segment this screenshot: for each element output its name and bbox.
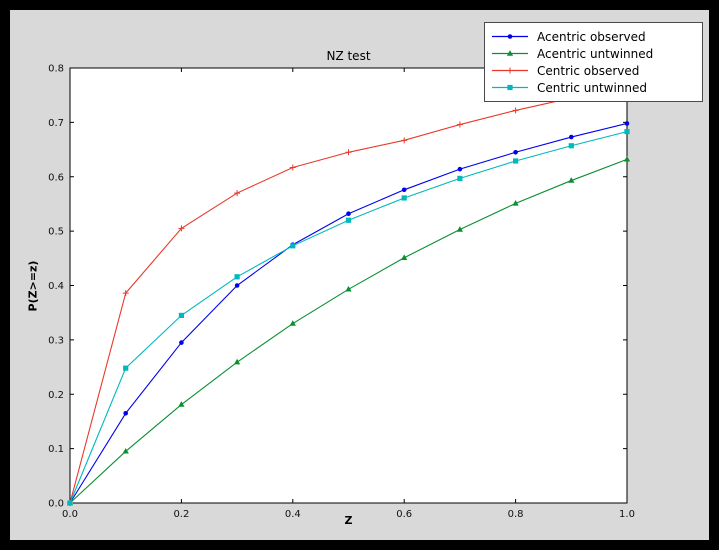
x-tick-label: 0.6 xyxy=(396,509,412,520)
x-tick-label: 0.2 xyxy=(173,509,189,520)
y-axis-label: P(Z>=z) xyxy=(26,260,40,312)
triangle-marker xyxy=(178,401,185,407)
triangle-marker xyxy=(456,226,463,232)
x-tick-label: 0.0 xyxy=(62,509,78,520)
circle-marker xyxy=(179,340,184,345)
legend-label: Acentric untwinned xyxy=(537,46,654,61)
triangle-marker xyxy=(506,50,514,56)
legend-label: Centric untwinned xyxy=(537,80,648,95)
circle-marker xyxy=(507,34,513,39)
circle-marker xyxy=(346,211,351,217)
triangle-marker xyxy=(345,285,352,292)
square-marker xyxy=(568,143,574,149)
square-marker xyxy=(234,274,240,280)
triangle-marker xyxy=(401,254,408,260)
legend-line-sample xyxy=(491,47,529,60)
plus-marker xyxy=(178,225,185,232)
plus-marker xyxy=(507,67,513,74)
triangle-marker xyxy=(623,155,631,162)
legend-line-sample xyxy=(491,81,529,94)
y-tick-label: 0.4 xyxy=(48,281,64,292)
plus-marker xyxy=(234,190,241,197)
square-marker xyxy=(457,175,463,181)
y-tick-label: 0.6 xyxy=(48,172,64,183)
x-tick-label: 0.8 xyxy=(508,509,524,520)
triangle-marker xyxy=(234,358,241,365)
y-tick-label: 0.0 xyxy=(48,499,64,510)
y-tick-label: 0.1 xyxy=(48,444,64,455)
x-axis-label: Z xyxy=(344,514,353,527)
circle-marker xyxy=(624,121,630,126)
triangle-marker xyxy=(512,199,519,206)
legend-item: Acentric observed xyxy=(491,28,696,45)
triangle-marker xyxy=(122,447,129,454)
plus-marker xyxy=(456,121,463,128)
plus-marker xyxy=(401,137,408,144)
y-tick-label: 0.8 xyxy=(48,64,64,75)
legend-sample-svg xyxy=(492,84,528,91)
square-marker xyxy=(507,84,513,91)
y-tick-label: 0.5 xyxy=(48,227,64,238)
y-tick-label: 0.3 xyxy=(48,335,64,346)
square-marker xyxy=(67,500,73,506)
plus-marker xyxy=(122,290,129,297)
legend-sample-svg xyxy=(492,67,528,74)
legend-label: Acentric observed xyxy=(537,29,646,44)
square-marker xyxy=(123,365,129,371)
legend-line-sample xyxy=(491,64,529,77)
square-marker xyxy=(345,217,352,223)
square-marker xyxy=(513,158,519,164)
chart-title: NZ test xyxy=(326,49,371,63)
y-tick-label: 0.7 xyxy=(48,118,64,129)
axes-frame xyxy=(69,67,628,504)
legend-item: Centric untwinned xyxy=(491,79,696,96)
triangle-marker xyxy=(568,177,575,183)
y-tick-label: 0.2 xyxy=(48,390,64,401)
x-tick-label: 1.0 xyxy=(619,509,635,520)
circle-marker xyxy=(234,283,240,288)
triangle-marker xyxy=(289,320,296,326)
legend-sample-svg xyxy=(492,50,528,56)
circle-marker xyxy=(569,134,574,140)
circle-marker xyxy=(513,149,518,155)
plus-marker xyxy=(345,149,352,156)
square-marker xyxy=(290,243,296,249)
circle-marker xyxy=(457,166,463,172)
square-marker xyxy=(624,129,630,135)
legend-line-sample xyxy=(491,30,529,43)
legend-sample-svg xyxy=(492,34,528,39)
circle-marker xyxy=(123,410,128,416)
x-tick-label: 0.4 xyxy=(285,509,301,520)
legend: Acentric observed Acentric untwinned Cen… xyxy=(484,22,703,102)
plus-marker xyxy=(289,164,296,171)
square-marker xyxy=(178,312,184,319)
legend-label: Centric observed xyxy=(537,63,640,78)
legend-item: Acentric untwinned xyxy=(491,45,696,62)
legend-item: Centric observed xyxy=(491,62,696,79)
plus-marker xyxy=(512,107,519,114)
circle-marker xyxy=(401,187,407,193)
square-marker xyxy=(401,195,407,201)
